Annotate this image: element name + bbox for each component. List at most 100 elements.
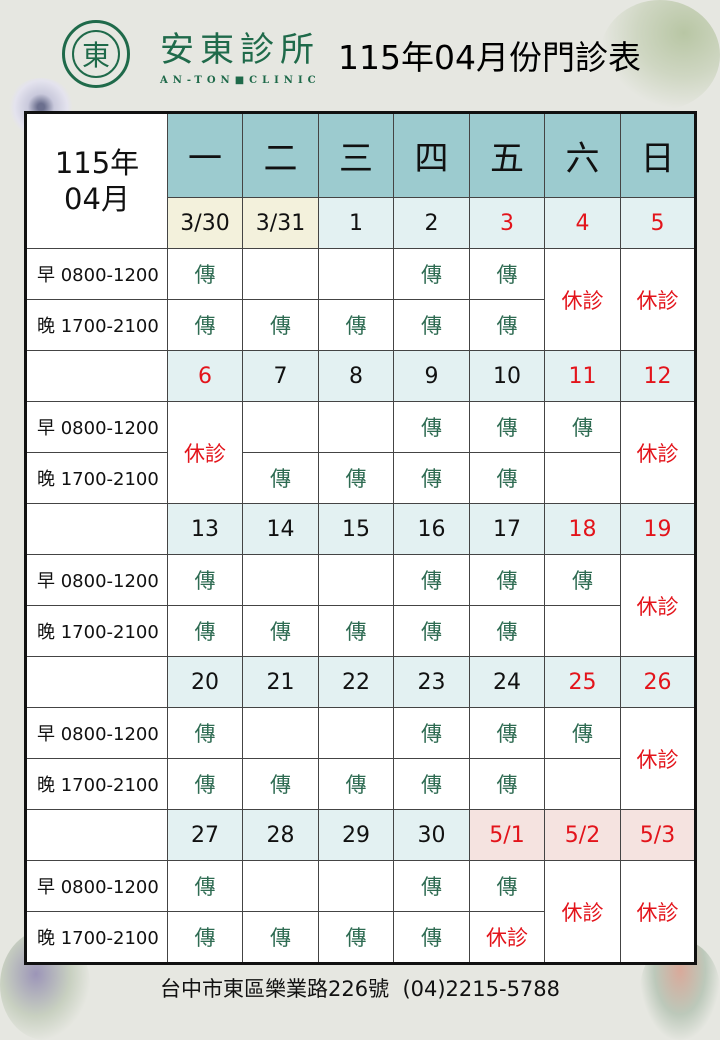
corner-year: 115年 — [54, 146, 140, 180]
doctor-cell: 傳 — [469, 401, 545, 453]
date-cell: 3/31 — [242, 197, 319, 249]
date-cell: 14 — [242, 503, 319, 555]
date-cell: 20 — [167, 656, 243, 708]
doctor-cell: 傳 — [167, 248, 243, 300]
weekday-header: 一 — [167, 112, 243, 198]
date-cell: 26 — [620, 656, 696, 708]
empty-cell — [318, 860, 394, 912]
doctor-cell: 傳 — [393, 911, 470, 964]
morning-hours-label: 早 0800-1200 — [25, 248, 168, 300]
date-cell: 6 — [167, 350, 243, 402]
doctor-cell: 傳 — [167, 707, 243, 759]
empty-cell — [242, 860, 319, 912]
footer-contact: 台中市東區樂業路226號 (04)2215-5788 — [0, 973, 720, 1003]
morning-session-row: 早 0800-1200 傳傳傳休診 休診 — [25, 248, 696, 351]
date-cell: 13 — [167, 503, 243, 555]
date-cell: 3/30 — [167, 197, 243, 249]
date-cell: 21 — [242, 656, 319, 708]
evening-hours-label: 晚 1700-2100 — [25, 911, 168, 964]
weekday-header: 五 — [469, 112, 545, 198]
date-cell: 19 — [620, 503, 696, 555]
brand-name: 安東診所 — [160, 30, 320, 70]
doctor-cell: 傳 — [469, 758, 545, 810]
date-cell: 25 — [544, 656, 621, 708]
doctor-cell: 傳 — [167, 860, 243, 912]
doctor-cell: 傳 — [318, 911, 394, 964]
doctor-cell: 傳 — [469, 554, 545, 606]
morning-hours-label: 早 0800-1200 — [25, 401, 168, 453]
logo-character: 東 — [81, 39, 110, 72]
doctor-cell: 傳 — [318, 758, 394, 810]
date-row: 20 21 22 23 24 25 26 — [25, 656, 696, 708]
closed-cell: 休診 — [167, 401, 243, 504]
evening-session-row: 晚 1700-2100 傳傳傳傳傳 — [25, 758, 696, 810]
evening-session-row: 晚 1700-2100 傳傳傳傳 — [25, 452, 696, 504]
date-cell: 16 — [393, 503, 470, 555]
evening-hours-label: 晚 1700-2100 — [25, 758, 168, 810]
weekday-header-row: 115年 04月 一二三四五六日 — [25, 112, 696, 249]
empty-cell — [242, 707, 319, 759]
doctor-cell: 傳 — [167, 605, 243, 657]
morning-hours-label: 早 0800-1200 — [25, 707, 168, 759]
address: 台中市東區樂業路226號 — [159, 977, 390, 1001]
date-cell: 8 — [318, 350, 394, 402]
leaf-decoration-icon — [600, 0, 720, 110]
doctor-cell: 傳 — [393, 248, 470, 300]
doctor-cell: 傳 — [393, 758, 470, 810]
date-cell: 12 — [620, 350, 696, 402]
doctor-cell: 傳 — [393, 452, 470, 504]
date-cell: 5/1 — [469, 809, 545, 861]
doctor-cell: 傳 — [242, 758, 319, 810]
date-cell: 4 — [544, 197, 621, 249]
empty-label-cell — [25, 656, 168, 708]
month-corner-cell: 115年 04月 — [25, 112, 168, 249]
date-cell: 11 — [544, 350, 621, 402]
date-cell: 5 — [620, 197, 696, 249]
phone-number: (04)2215-5788 — [402, 977, 561, 1001]
weekday-header: 四 — [393, 112, 470, 198]
closed-cell: 休診 — [544, 248, 621, 351]
closed-cell: 休診 — [469, 911, 545, 964]
empty-cell — [242, 401, 319, 453]
doctor-cell: 傳 — [318, 299, 394, 351]
doctor-cell: 傳 — [393, 707, 470, 759]
weekday-header: 日 — [620, 112, 696, 198]
evening-hours-label: 晚 1700-2100 — [25, 605, 168, 657]
doctor-cell: 傳 — [167, 758, 243, 810]
closed-cell: 休診 — [620, 860, 696, 964]
doctor-cell: 傳 — [393, 554, 470, 606]
doctor-cell: 傳 — [469, 299, 545, 351]
doctor-cell: 傳 — [318, 452, 394, 504]
empty-cell — [544, 758, 621, 810]
date-cell: 29 — [318, 809, 394, 861]
date-cell: 28 — [242, 809, 319, 861]
evening-hours-label: 晚 1700-2100 — [25, 299, 168, 351]
closed-cell: 休診 — [620, 401, 696, 504]
closed-cell: 休診 — [620, 248, 696, 351]
evening-session-row: 晚 1700-2100 傳傳傳傳傳 — [25, 299, 696, 351]
date-cell: 1 — [318, 197, 394, 249]
doctor-cell: 傳 — [393, 605, 470, 657]
date-cell: 15 — [318, 503, 394, 555]
date-cell: 22 — [318, 656, 394, 708]
doctor-cell: 傳 — [469, 860, 545, 912]
morning-hours-label: 早 0800-1200 — [25, 554, 168, 606]
weekday-header: 二 — [242, 112, 319, 198]
date-row: 3/30 3/31 1 2 3 4 5 — [26, 197, 696, 249]
doctor-cell: 傳 — [469, 605, 545, 657]
clinic-schedule-table: 115年 04月 一二三四五六日 3/30 3/31 1 2 3 4 5 早 0800-120… — [24, 111, 697, 965]
date-cell: 5/3 — [620, 809, 696, 861]
evening-session-row: 晚 1700-2100 傳傳傳傳休診 — [25, 911, 696, 964]
doctor-cell: 傳 — [393, 860, 470, 912]
doctor-cell: 傳 — [167, 299, 243, 351]
date-cell: 17 — [469, 503, 545, 555]
date-cell: 23 — [393, 656, 470, 708]
empty-cell — [318, 248, 394, 300]
doctor-cell: 傳 — [242, 605, 319, 657]
brand-english-name: AN-TON■CLINIC — [160, 75, 321, 86]
empty-label-cell — [25, 809, 168, 861]
morning-session-row: 早 0800-1200 傳傳傳傳休診 — [25, 554, 696, 657]
closed-cell: 休診 — [544, 860, 621, 964]
morning-session-row: 早 0800-1200 傳傳傳休診 休診 — [25, 860, 696, 964]
date-cell: 3 — [469, 197, 545, 249]
